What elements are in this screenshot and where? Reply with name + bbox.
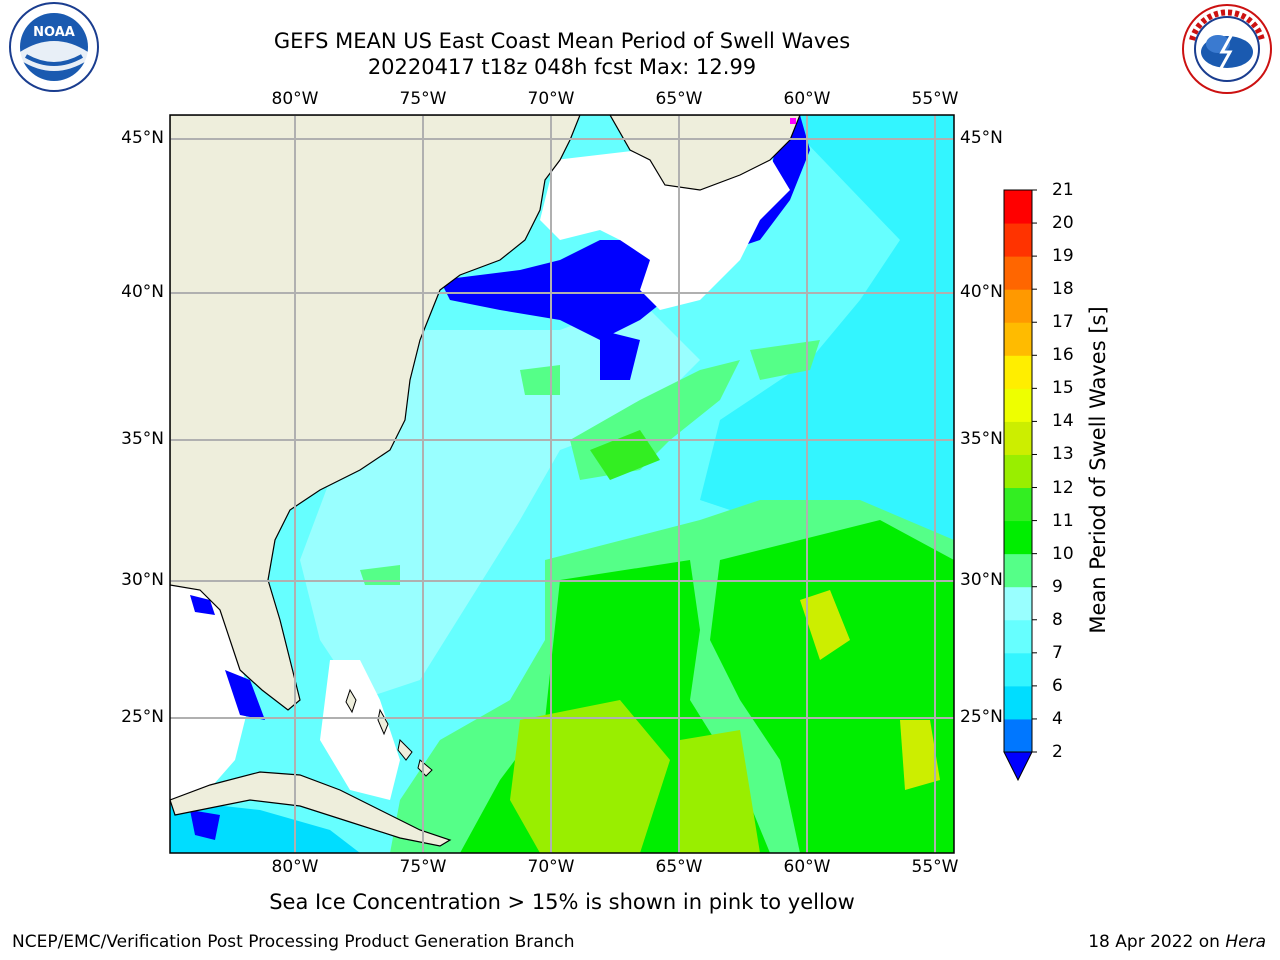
lat-label-left: 30°N xyxy=(121,570,164,590)
colorbar-segment xyxy=(1004,685,1032,720)
lat-label-right: 30°N xyxy=(960,570,1003,590)
colorbar-tick-label: 2 xyxy=(1052,742,1063,762)
chart-subtitle: 20220417 t18z 048h fcst Max: 12.99 xyxy=(367,55,757,79)
colorbar-tick-label: 6 xyxy=(1052,675,1063,696)
colorbar-segment xyxy=(1004,256,1032,290)
colorbar-tick-label: 16 xyxy=(1052,345,1074,366)
lat-label-right: 35°N xyxy=(960,429,1003,449)
colorbar-segment xyxy=(1004,322,1032,356)
colorbar-tick-label: 15 xyxy=(1052,378,1074,399)
lon-label-bottom: 70°W xyxy=(527,857,575,877)
land-maritimes xyxy=(609,115,801,191)
sea-ice-note: Sea Ice Concentration > 15% is shown in … xyxy=(269,890,855,914)
lat-label-left: 35°N xyxy=(121,429,164,449)
colorbar-segment xyxy=(1004,520,1032,555)
colorbar-tick-label: 8 xyxy=(1052,609,1063,630)
no-data-gulf-of-maine xyxy=(540,140,790,310)
footer-credit: NCEP/EMC/Verification Post Processing Pr… xyxy=(12,932,575,952)
no-data-bahamas xyxy=(320,660,400,800)
colorbar-tick-label: 20 xyxy=(1052,213,1074,234)
footer-date: 18 Apr 2022 on Hera xyxy=(1088,932,1266,952)
colorbar-tick-label: 4 xyxy=(1052,708,1063,729)
lat-label-right: 45°N xyxy=(960,128,1003,148)
lat-label-right: 40°N xyxy=(960,282,1003,302)
colorbar-segment xyxy=(1004,388,1032,422)
colorbar-segment xyxy=(1004,355,1032,389)
land-cuba xyxy=(170,771,452,847)
lon-label-top: 70°W xyxy=(527,89,575,109)
sea-ice-marker xyxy=(790,118,796,124)
colorbar-segment xyxy=(1004,289,1032,323)
colorbar-extend-arrow xyxy=(1003,751,1033,782)
colorbar xyxy=(1003,189,1037,782)
field-darkblue xyxy=(440,115,810,340)
colorbar-segment xyxy=(1004,586,1032,621)
noaa-logo-text: NOAA xyxy=(33,25,75,40)
colorbar-segment xyxy=(1004,190,1032,224)
field-cyan-east xyxy=(700,115,954,560)
colorbar-segment xyxy=(1004,652,1032,687)
lon-label-top: 65°W xyxy=(655,89,703,109)
colorbar-tick-label: 13 xyxy=(1052,444,1074,465)
lon-label-top: 75°W xyxy=(399,89,447,109)
colorbar-tick-label: 14 xyxy=(1052,411,1074,432)
colorbar-tick-label: 18 xyxy=(1052,279,1074,300)
lon-label-top: 55°W xyxy=(911,89,959,109)
lat-label-right: 25°N xyxy=(960,707,1003,727)
colorbar-segment xyxy=(1004,553,1032,588)
lon-label-bottom: 55°W xyxy=(911,857,959,877)
lon-label-top: 60°W xyxy=(783,89,831,109)
field-lightblue xyxy=(300,300,700,700)
colorbar-title: Mean Period of Swell Waves [s] xyxy=(1086,306,1110,634)
colorbar-tick-label: 11 xyxy=(1052,510,1074,531)
lon-label-top: 80°W xyxy=(271,89,319,109)
lat-label-left: 25°N xyxy=(121,707,164,727)
lon-label-bottom: 75°W xyxy=(399,857,447,877)
colorbar-tick-label: 17 xyxy=(1052,312,1074,333)
colorbar-segment xyxy=(1004,718,1032,753)
colorbar-segment xyxy=(1004,487,1032,522)
lat-label-left: 45°N xyxy=(121,128,164,148)
nws-logo xyxy=(1182,4,1272,94)
lat-label-left: 40°N xyxy=(121,282,164,302)
colorbar-tick-label: 19 xyxy=(1052,246,1074,267)
colorbar-segment xyxy=(1004,421,1032,455)
lon-label-bottom: 80°W xyxy=(271,857,319,877)
footer-machine: Hera xyxy=(1225,932,1266,952)
chart-title: GEFS MEAN US East Coast Mean Period of S… xyxy=(273,29,851,53)
map-frame xyxy=(169,114,955,854)
field-green-east xyxy=(710,520,954,853)
map-grid xyxy=(170,115,954,853)
colorbar-segment xyxy=(1004,454,1032,489)
lon-label-bottom: 60°W xyxy=(783,857,831,877)
colorbar-segment xyxy=(1004,223,1032,257)
colorbar-tick-label: 7 xyxy=(1052,642,1063,663)
colorbar-segment xyxy=(1004,619,1032,654)
colorbar-tick-label: 10 xyxy=(1052,543,1074,564)
colorbar-tick-label: 21 xyxy=(1052,180,1074,200)
lon-label-bottom: 65°W xyxy=(655,857,703,877)
colorbar-frame xyxy=(1003,189,1033,753)
land-north-america xyxy=(170,115,581,711)
colorbar-tick-label: 12 xyxy=(1052,477,1074,498)
noaa-logo: NOAA xyxy=(9,2,99,92)
colorbar-tick-label: 9 xyxy=(1052,576,1063,597)
footer-date-text: 18 Apr 2022 on xyxy=(1088,932,1226,952)
